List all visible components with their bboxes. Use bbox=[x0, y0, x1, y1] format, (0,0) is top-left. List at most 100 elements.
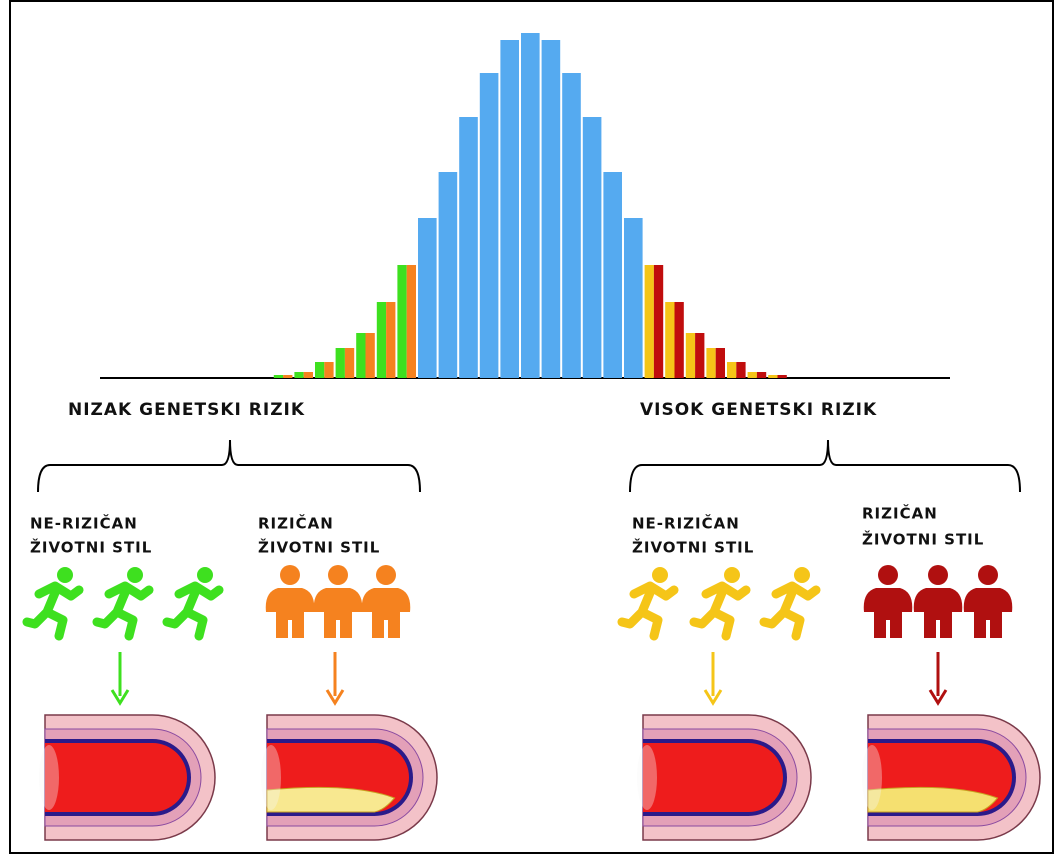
person-body bbox=[963, 588, 1013, 638]
histogram-bar bbox=[294, 372, 304, 378]
histogram-bar bbox=[582, 117, 602, 378]
runner-icon bbox=[759, 567, 821, 641]
histogram-bar bbox=[736, 362, 746, 378]
arrow-head bbox=[110, 689, 130, 706]
plaque bbox=[266, 786, 396, 813]
person-icon bbox=[863, 565, 913, 638]
histogram-bar bbox=[521, 33, 540, 378]
histogram-bar bbox=[479, 73, 499, 378]
person-head bbox=[928, 565, 948, 585]
histogram-bar bbox=[459, 117, 478, 378]
runner-head bbox=[57, 567, 73, 583]
runner-body bbox=[689, 581, 751, 641]
histogram-bar bbox=[406, 265, 416, 378]
histogram-bar bbox=[727, 362, 737, 378]
histogram-bar bbox=[562, 73, 581, 378]
bracket bbox=[629, 439, 1021, 493]
lumen-opening bbox=[637, 745, 657, 810]
runner-head bbox=[724, 567, 740, 583]
group-label: ŽIVOTNI STIL bbox=[862, 530, 984, 549]
lumen-opening bbox=[261, 745, 281, 810]
histogram-bar bbox=[335, 348, 345, 378]
histogram-bar bbox=[386, 302, 396, 378]
runner-body bbox=[617, 581, 679, 641]
histogram-bar bbox=[777, 375, 787, 378]
histogram-bar bbox=[674, 302, 684, 378]
group-label: RIZIČAN bbox=[258, 514, 334, 533]
runner-body bbox=[162, 581, 224, 641]
runner-icon bbox=[162, 567, 224, 641]
histogram-bar bbox=[344, 348, 355, 378]
runner-icon bbox=[689, 567, 751, 641]
histogram-bar bbox=[644, 265, 654, 378]
artery-icon bbox=[39, 714, 216, 841]
person-head bbox=[280, 565, 300, 585]
runner-body bbox=[759, 581, 821, 641]
person-icon bbox=[265, 565, 315, 638]
histogram-bar bbox=[397, 265, 407, 378]
runner-icon bbox=[617, 567, 679, 641]
arrow-head bbox=[325, 689, 345, 706]
histogram-bar bbox=[706, 348, 716, 378]
histogram-bar bbox=[365, 333, 375, 378]
arrow-head bbox=[928, 689, 948, 706]
histogram-bar bbox=[603, 172, 622, 378]
runner-body bbox=[22, 581, 84, 641]
person-body bbox=[265, 588, 315, 638]
histogram-bar bbox=[273, 375, 284, 378]
artery-icon bbox=[261, 714, 438, 841]
runner-head bbox=[127, 567, 143, 583]
person-head bbox=[878, 565, 898, 585]
artery-icon bbox=[637, 714, 812, 841]
histogram-bar bbox=[756, 372, 767, 378]
person-icon bbox=[963, 565, 1013, 638]
histogram-bar bbox=[418, 218, 437, 378]
histogram-bar bbox=[768, 375, 778, 378]
runner-icon bbox=[92, 567, 154, 641]
group-label: ŽIVOTNI STIL bbox=[258, 538, 380, 557]
histogram-bar bbox=[715, 348, 725, 378]
artery-lumen bbox=[643, 743, 783, 812]
bracket bbox=[37, 439, 421, 493]
histogram-bar bbox=[438, 172, 458, 378]
person-body bbox=[313, 588, 363, 638]
high-risk-label: VISOK GENETSKI RIZIK bbox=[640, 400, 877, 420]
runner-body bbox=[92, 581, 154, 641]
histogram-bar bbox=[500, 40, 519, 378]
group-label: RIZIČAN bbox=[862, 504, 938, 523]
histogram-bar bbox=[665, 302, 675, 378]
runner-head bbox=[197, 567, 213, 583]
histogram-bar bbox=[695, 333, 705, 378]
runner-head bbox=[794, 567, 810, 583]
arrow-head bbox=[703, 689, 723, 706]
histogram-bar bbox=[283, 375, 293, 378]
person-icon bbox=[361, 565, 411, 638]
histogram-bar bbox=[624, 218, 643, 378]
histogram-bar bbox=[541, 40, 561, 378]
histogram-bar bbox=[376, 302, 387, 378]
person-icon bbox=[913, 565, 963, 638]
histogram-bar bbox=[324, 362, 334, 378]
person-head bbox=[376, 565, 396, 585]
group-label: NE-RIZIČAN bbox=[30, 514, 138, 533]
person-head bbox=[328, 565, 348, 585]
person-body bbox=[913, 588, 963, 638]
lumen-opening bbox=[39, 745, 59, 810]
histogram-bar bbox=[747, 372, 757, 378]
person-body bbox=[863, 588, 913, 638]
person-head bbox=[978, 565, 998, 585]
group-label: NE-RIZIČAN bbox=[632, 514, 740, 533]
lumen-opening bbox=[862, 745, 882, 810]
person-icon bbox=[313, 565, 363, 638]
histogram-bar bbox=[685, 333, 696, 378]
artery-lumen bbox=[45, 743, 187, 812]
artery-icon bbox=[862, 714, 1041, 841]
group-label: ŽIVOTNI STIL bbox=[632, 538, 754, 557]
plaque bbox=[867, 786, 999, 813]
runner-icon bbox=[22, 567, 84, 641]
histogram-bar bbox=[356, 333, 366, 378]
group-label: ŽIVOTNI STIL bbox=[30, 538, 152, 557]
runner-head bbox=[652, 567, 668, 583]
histogram-bar bbox=[315, 362, 325, 378]
